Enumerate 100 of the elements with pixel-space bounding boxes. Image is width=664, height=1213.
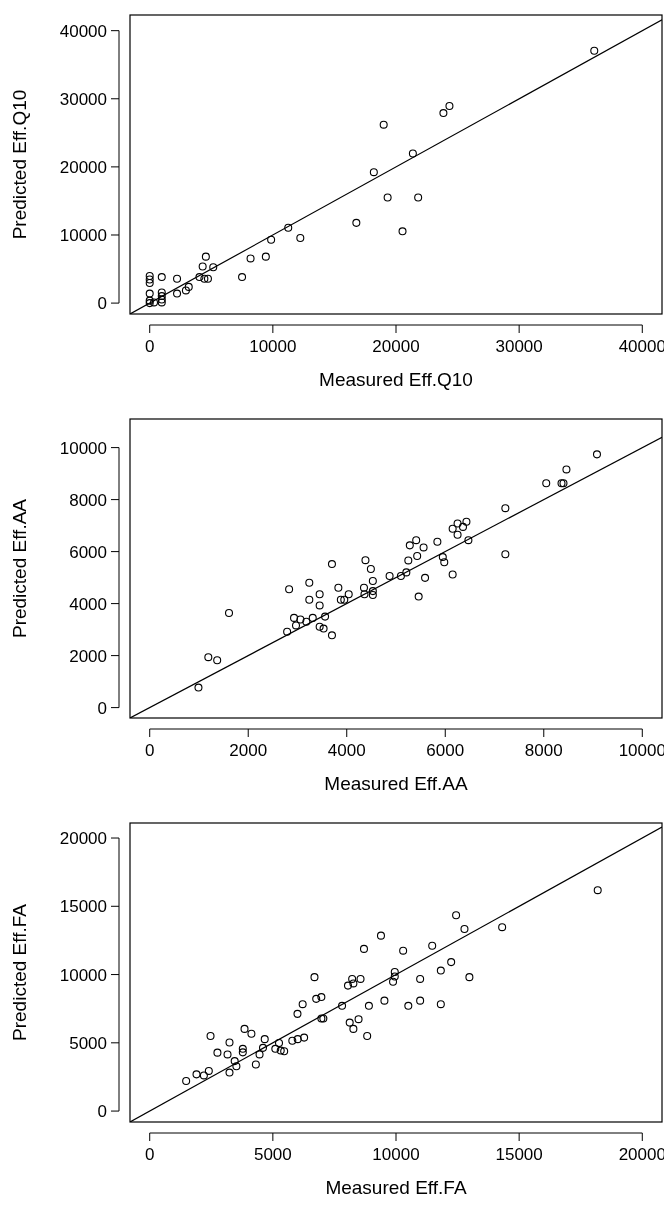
y-tick-label: 10000 xyxy=(59,438,107,458)
point xyxy=(344,590,353,599)
x-tick-label: 0 xyxy=(144,741,155,760)
point xyxy=(445,101,454,111)
point xyxy=(379,120,388,129)
point xyxy=(398,227,407,236)
point xyxy=(405,541,414,550)
point xyxy=(361,556,370,565)
y-tick-label: 40000 xyxy=(59,21,107,41)
point xyxy=(453,519,462,528)
point xyxy=(296,615,305,624)
point xyxy=(368,591,377,600)
point xyxy=(438,553,447,562)
point xyxy=(448,570,457,579)
x-tick-label: 15000 xyxy=(495,1145,543,1164)
point xyxy=(439,109,448,118)
point xyxy=(238,273,247,282)
point xyxy=(440,558,449,567)
x-tick-label: 0 xyxy=(144,337,155,356)
point xyxy=(369,168,378,177)
y-tick-label: 20000 xyxy=(59,828,107,848)
y-tick-label: 4000 xyxy=(69,594,107,614)
point xyxy=(157,295,166,304)
x-tick-label: 2000 xyxy=(229,741,268,760)
point xyxy=(302,617,311,626)
y-tick-label: 15000 xyxy=(59,897,107,917)
point xyxy=(198,262,207,271)
x-tick-label: 5000 xyxy=(253,1145,292,1164)
x-tick-label: 0 xyxy=(144,1145,155,1164)
point xyxy=(290,613,299,622)
point xyxy=(327,631,336,640)
point xyxy=(157,273,166,282)
point xyxy=(284,223,293,232)
y-tick-label: 6000 xyxy=(69,542,107,562)
point xyxy=(305,578,314,587)
point xyxy=(453,530,462,539)
x-tick-label: 8000 xyxy=(524,741,563,760)
point xyxy=(194,683,203,692)
point xyxy=(173,289,182,298)
point xyxy=(195,273,204,282)
point xyxy=(200,274,209,283)
y-axis-title: Predicted Eff.AA xyxy=(9,498,30,639)
y-tick-label: 0 xyxy=(97,294,107,314)
point xyxy=(285,585,294,594)
point xyxy=(421,573,430,582)
y-axis-title: Predicted Eff.FA xyxy=(9,903,30,1041)
point xyxy=(305,595,314,604)
point xyxy=(203,274,212,283)
y-axis-title: Predicted Eff.Q10 xyxy=(9,89,30,240)
point xyxy=(368,587,377,596)
point xyxy=(315,590,324,599)
x-tick-label: 20000 xyxy=(372,337,420,356)
x-axis-title: Measured Eff.FA xyxy=(325,1177,467,1198)
point xyxy=(366,565,375,574)
point xyxy=(408,149,417,158)
point xyxy=(404,556,413,565)
point xyxy=(542,479,551,488)
point xyxy=(157,298,166,307)
point xyxy=(173,274,182,283)
x-tick-label: 4000 xyxy=(327,741,366,760)
point xyxy=(336,595,345,604)
point xyxy=(462,517,471,526)
point xyxy=(145,278,154,288)
x-tick-label: 30000 xyxy=(495,337,543,356)
point xyxy=(224,608,234,617)
point xyxy=(413,552,422,561)
point xyxy=(360,590,369,599)
point xyxy=(340,595,349,604)
x-axis-title: Measured Eff.Q10 xyxy=(319,369,473,390)
x-axis-title: Measured Eff.AA xyxy=(324,773,468,794)
point xyxy=(448,524,457,533)
y-tick-label: 10000 xyxy=(59,225,107,245)
x-tick-label: 10000 xyxy=(372,1145,420,1164)
point xyxy=(204,653,213,662)
point xyxy=(261,252,270,261)
point xyxy=(412,536,421,545)
point xyxy=(321,612,330,621)
y-tick-label: 30000 xyxy=(59,89,107,109)
point xyxy=(201,252,210,261)
y-tick-label: 0 xyxy=(97,1102,107,1122)
point xyxy=(501,504,510,513)
point xyxy=(145,289,154,298)
x-tick-label: 10000 xyxy=(249,337,297,356)
point xyxy=(157,288,166,297)
point xyxy=(359,583,369,592)
point xyxy=(396,572,405,581)
point xyxy=(296,233,305,243)
point xyxy=(419,543,428,552)
point xyxy=(213,656,222,665)
point xyxy=(181,286,190,295)
point xyxy=(291,621,301,630)
point xyxy=(414,592,423,601)
point xyxy=(592,450,602,459)
point xyxy=(145,271,154,281)
y-tick-label: 5000 xyxy=(69,1033,107,1053)
point xyxy=(145,296,154,305)
point xyxy=(590,46,599,55)
y-tick-label: 8000 xyxy=(69,490,107,510)
point xyxy=(145,275,154,284)
point xyxy=(327,560,336,569)
